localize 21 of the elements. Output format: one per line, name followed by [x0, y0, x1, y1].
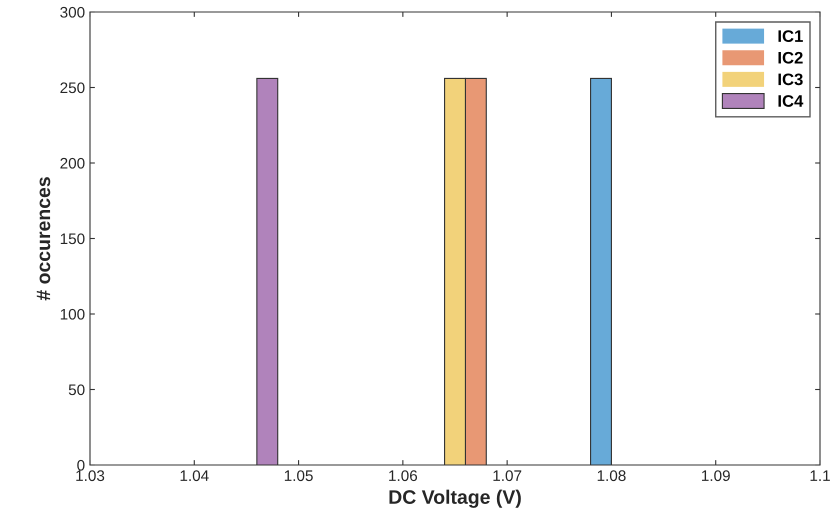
y-tick-label: 100 [60, 308, 85, 320]
y-tick-label: 300 [60, 6, 85, 18]
x-tick-label: 1.1 [810, 470, 830, 481]
y-tick-label: 0 [77, 460, 85, 471]
y-tick-label: 200 [60, 158, 85, 169]
y-tick-label: 250 [60, 82, 85, 94]
y-axis-title: # occurences [36, 177, 50, 300]
x-tick-label: 1.03 [76, 470, 104, 482]
x-tick-label: 1.07 [493, 470, 522, 482]
x-tick-label: 1.06 [389, 470, 418, 482]
legend-label: IC2 [778, 52, 803, 64]
legend-label: IC3 [778, 73, 803, 86]
y-tick-label: 50 [68, 384, 85, 396]
x-tick-label: 1.09 [702, 470, 730, 482]
x-tick-label: 1.05 [284, 470, 313, 482]
x-tick-label: 1.04 [180, 470, 209, 482]
x-tick-label: 1.08 [598, 470, 626, 482]
legend-label: IC1 [778, 30, 803, 42]
x-axis-title: DC Voltage (V) [390, 490, 521, 508]
y-tick-label: 150 [60, 233, 85, 244]
legend-label: IC4 [778, 95, 804, 107]
